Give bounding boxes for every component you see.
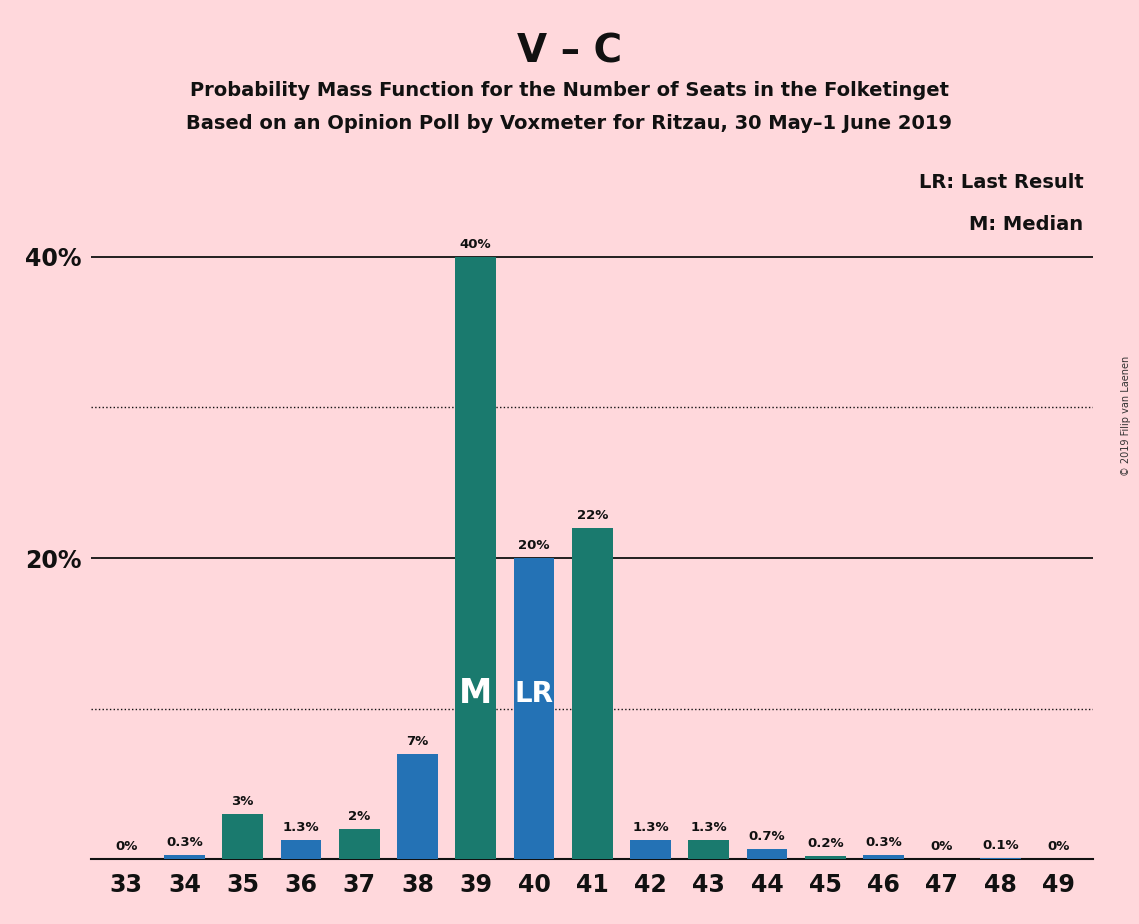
Text: 20%: 20% xyxy=(518,539,550,552)
Text: 1.3%: 1.3% xyxy=(690,821,727,833)
Text: 1.3%: 1.3% xyxy=(632,821,669,833)
Bar xyxy=(980,857,1021,859)
Text: M: M xyxy=(459,677,492,711)
Text: LR: LR xyxy=(515,680,554,708)
Text: 0.7%: 0.7% xyxy=(748,830,786,843)
Text: 0%: 0% xyxy=(115,840,138,853)
Text: © 2019 Filip van Laenen: © 2019 Filip van Laenen xyxy=(1121,356,1131,476)
Text: LR: Last Result: LR: Last Result xyxy=(919,174,1083,192)
Text: 0.2%: 0.2% xyxy=(808,837,844,850)
Text: 0.1%: 0.1% xyxy=(982,839,1018,852)
Bar xyxy=(630,840,671,859)
Text: V – C: V – C xyxy=(517,32,622,70)
Text: 0%: 0% xyxy=(931,840,953,853)
Text: Probability Mass Function for the Number of Seats in the Folketinget: Probability Mass Function for the Number… xyxy=(190,81,949,101)
Bar xyxy=(747,849,787,859)
Text: 0%: 0% xyxy=(1047,840,1070,853)
Text: 0.3%: 0.3% xyxy=(866,836,902,849)
Bar xyxy=(280,840,321,859)
Text: 2%: 2% xyxy=(349,810,370,823)
Bar xyxy=(164,855,205,859)
Bar xyxy=(456,257,497,859)
Text: 3%: 3% xyxy=(231,795,254,808)
Bar xyxy=(805,857,846,859)
Bar xyxy=(222,814,263,859)
Bar xyxy=(688,840,729,859)
Text: 0.3%: 0.3% xyxy=(166,836,203,849)
Bar xyxy=(398,754,437,859)
Text: 1.3%: 1.3% xyxy=(282,821,319,833)
Bar xyxy=(863,855,904,859)
Text: 22%: 22% xyxy=(576,509,608,522)
Text: 40%: 40% xyxy=(460,237,492,250)
Bar xyxy=(338,829,379,859)
Text: M: Median: M: Median xyxy=(969,214,1083,234)
Text: 7%: 7% xyxy=(407,735,428,748)
Bar xyxy=(514,558,555,859)
Bar xyxy=(572,528,613,859)
Text: Based on an Opinion Poll by Voxmeter for Ritzau, 30 May–1 June 2019: Based on an Opinion Poll by Voxmeter for… xyxy=(187,114,952,133)
